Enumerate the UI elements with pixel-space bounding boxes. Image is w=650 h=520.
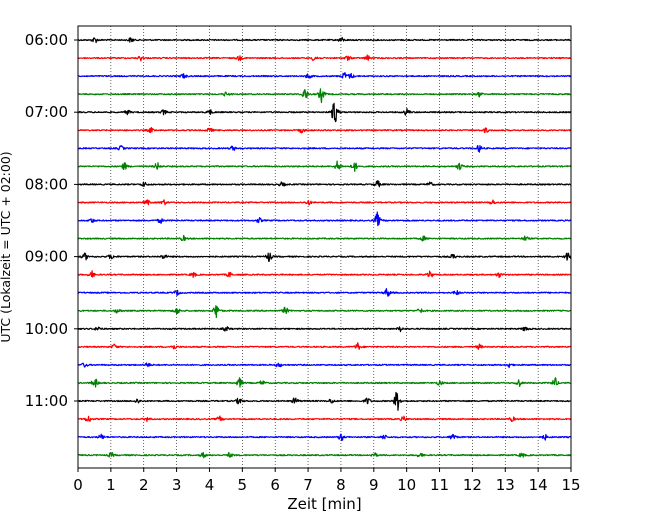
- seismic-trace: [77, 377, 572, 388]
- plot-frame: [77, 25, 572, 469]
- seismic-trace: [77, 88, 572, 104]
- x-tick-label: 12: [463, 476, 482, 494]
- x-axis-label: Zeit [min]: [287, 495, 361, 513]
- seismic-trace: [77, 252, 572, 262]
- x-tick-label: 8: [336, 476, 346, 494]
- x-tick-label: 3: [172, 476, 182, 494]
- y-tick-label: 10:00: [25, 320, 68, 338]
- x-tick-label: 6: [270, 476, 280, 494]
- x-tick-label: 15: [561, 476, 580, 494]
- seismic-trace: [77, 415, 572, 423]
- y-tick-label: 08:00: [25, 175, 68, 193]
- seismic-trace: [77, 391, 572, 411]
- trace-layer: [77, 36, 572, 459]
- seismic-trace: [77, 211, 572, 227]
- y-tick-label: 07:00: [25, 103, 68, 121]
- seismic-trace: [77, 305, 572, 319]
- x-tick-label: 5: [238, 476, 248, 494]
- seismic-trace: [77, 270, 572, 279]
- seismic-trace: [77, 180, 572, 188]
- x-tick-label: 13: [496, 476, 515, 494]
- x-tick-label: 9: [369, 476, 379, 494]
- seismic-trace: [77, 102, 572, 123]
- x-tick-label: 4: [205, 476, 215, 494]
- seismic-trace: [77, 433, 572, 442]
- x-tick-label: 10: [397, 476, 416, 494]
- seismic-trace: [77, 54, 572, 62]
- seismic-trace: [77, 288, 572, 297]
- seismic-trace: [77, 36, 572, 44]
- y-tick-label: 06:00: [25, 31, 68, 49]
- seismic-trace: [77, 234, 572, 242]
- seismic-trace: [77, 451, 572, 459]
- x-tick-label: 0: [73, 476, 83, 494]
- y-tick-label: 11:00: [25, 392, 68, 410]
- y-axis-label: UTC (Lokalzeit = UTC + 02:00): [0, 151, 13, 342]
- seismic-trace: [77, 362, 572, 369]
- seismic-trace: [77, 342, 572, 350]
- x-tick-label: 11: [430, 476, 449, 494]
- seismic-trace: [77, 199, 572, 206]
- x-tick-label: 1: [106, 476, 116, 494]
- seismic-trace: [77, 72, 572, 79]
- seismic-trace: [77, 144, 572, 153]
- y-tick-label: 09:00: [25, 248, 68, 266]
- y-ticks: 06:00 07:00 08:00 09:00 10:00 11:00: [25, 31, 78, 410]
- x-tick-label: 7: [303, 476, 313, 494]
- seismic-trace: [77, 326, 572, 333]
- x-tick-label: 2: [139, 476, 149, 494]
- seismic-trace: [77, 126, 572, 134]
- x-ticks: 0 1 2 3 4 5 6 7 8 9 10 11 12 13 14 15: [73, 468, 581, 494]
- seismic-trace: [77, 160, 572, 172]
- x-tick-label: 14: [529, 476, 548, 494]
